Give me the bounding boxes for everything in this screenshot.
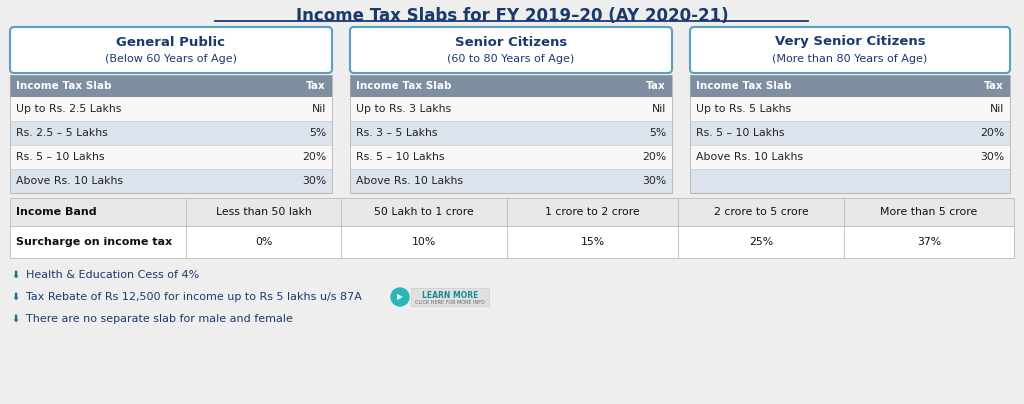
Text: ⬇: ⬇ [12, 292, 20, 302]
Bar [10, 226, 1014, 258]
Bar [350, 97, 672, 121]
Text: 2 crore to 5 crore: 2 crore to 5 crore [714, 207, 808, 217]
Text: Above Rs. 10 Lakhs: Above Rs. 10 Lakhs [696, 152, 803, 162]
Text: 37%: 37% [916, 237, 941, 247]
Text: 0%: 0% [255, 237, 272, 247]
Bar [350, 75, 672, 97]
Text: More than 5 crore: More than 5 crore [881, 207, 978, 217]
Text: Tax: Tax [984, 81, 1004, 91]
Text: Nil: Nil [651, 104, 666, 114]
Bar [350, 169, 672, 193]
Text: Rs. 5 – 10 Lakhs: Rs. 5 – 10 Lakhs [356, 152, 444, 162]
Bar [10, 75, 332, 193]
Bar [690, 121, 1010, 145]
Text: Tax: Tax [306, 81, 326, 91]
Bar [10, 145, 332, 169]
Bar [411, 288, 489, 306]
Text: Rs. 5 – 10 Lakhs: Rs. 5 – 10 Lakhs [16, 152, 104, 162]
Text: Rs. 5 – 10 Lakhs: Rs. 5 – 10 Lakhs [696, 128, 784, 138]
FancyBboxPatch shape [10, 27, 332, 73]
Bar [10, 75, 332, 97]
Bar [10, 169, 332, 193]
Text: Income Band: Income Band [16, 207, 96, 217]
Text: (Below 60 Years of Age): (Below 60 Years of Age) [105, 54, 237, 64]
Bar [350, 75, 672, 193]
Bar [350, 145, 672, 169]
Text: LEARN MORE: LEARN MORE [422, 290, 478, 299]
Text: Rs. 2.5 – 5 Lakhs: Rs. 2.5 – 5 Lakhs [16, 128, 108, 138]
Text: (More than 80 Years of Age): (More than 80 Years of Age) [772, 54, 928, 64]
Text: Nil: Nil [311, 104, 326, 114]
Text: Senior Citizens: Senior Citizens [455, 36, 567, 48]
Bar [350, 121, 672, 145]
Text: 50 Lakh to 1 crore: 50 Lakh to 1 crore [374, 207, 474, 217]
Text: ⬇: ⬇ [12, 314, 20, 324]
Bar [10, 97, 332, 121]
Text: Nil: Nil [990, 104, 1004, 114]
Text: (60 to 80 Years of Age): (60 to 80 Years of Age) [447, 54, 574, 64]
Bar [690, 169, 1010, 193]
Bar [10, 198, 1014, 226]
Text: Very Senior Citizens: Very Senior Citizens [775, 36, 926, 48]
Text: Income Tax Slab: Income Tax Slab [356, 81, 452, 91]
Text: Up to Rs. 3 Lakhs: Up to Rs. 3 Lakhs [356, 104, 452, 114]
Text: Up to Rs. 5 Lakhs: Up to Rs. 5 Lakhs [696, 104, 792, 114]
Text: 15%: 15% [581, 237, 604, 247]
Text: 20%: 20% [980, 128, 1004, 138]
Text: Less than 50 lakh: Less than 50 lakh [216, 207, 311, 217]
FancyBboxPatch shape [350, 27, 672, 73]
Circle shape [391, 288, 409, 306]
Text: 30%: 30% [642, 176, 666, 186]
Text: ▶: ▶ [397, 292, 402, 301]
Text: CLICK HERE FOR MORE INFO: CLICK HERE FOR MORE INFO [415, 299, 485, 305]
Text: General Public: General Public [117, 36, 225, 48]
Text: Rs. 3 – 5 Lakhs: Rs. 3 – 5 Lakhs [356, 128, 437, 138]
Text: Health & Education Cess of 4%: Health & Education Cess of 4% [26, 270, 200, 280]
Bar [690, 75, 1010, 193]
Text: Tax: Tax [646, 81, 666, 91]
Text: 20%: 20% [642, 152, 666, 162]
Text: Above Rs. 10 Lakhs: Above Rs. 10 Lakhs [16, 176, 123, 186]
Text: There are no separate slab for male and female: There are no separate slab for male and … [26, 314, 293, 324]
Text: ⬇: ⬇ [12, 270, 20, 280]
Text: 30%: 30% [302, 176, 326, 186]
Text: 10%: 10% [412, 237, 436, 247]
Text: 5%: 5% [649, 128, 666, 138]
Bar [10, 121, 332, 145]
Text: Surcharge on income tax: Surcharge on income tax [16, 237, 172, 247]
Bar [690, 97, 1010, 121]
Text: 20%: 20% [302, 152, 326, 162]
Text: Tax Rebate of Rs 12,500 for income up to Rs 5 lakhs u/s 87A: Tax Rebate of Rs 12,500 for income up to… [26, 292, 361, 302]
Text: Above Rs. 10 Lakhs: Above Rs. 10 Lakhs [356, 176, 463, 186]
Text: 5%: 5% [309, 128, 326, 138]
Text: Up to Rs. 2.5 Lakhs: Up to Rs. 2.5 Lakhs [16, 104, 122, 114]
Bar [690, 145, 1010, 169]
Text: Income Tax Slab: Income Tax Slab [16, 81, 112, 91]
Text: 1 crore to 2 crore: 1 crore to 2 crore [545, 207, 640, 217]
FancyBboxPatch shape [690, 27, 1010, 73]
Bar [690, 75, 1010, 97]
Text: Income Tax Slabs for FY 2019–20 (AY 2020-21): Income Tax Slabs for FY 2019–20 (AY 2020… [296, 7, 728, 25]
Text: 25%: 25% [749, 237, 773, 247]
Text: 30%: 30% [980, 152, 1004, 162]
Text: Income Tax Slab: Income Tax Slab [696, 81, 792, 91]
